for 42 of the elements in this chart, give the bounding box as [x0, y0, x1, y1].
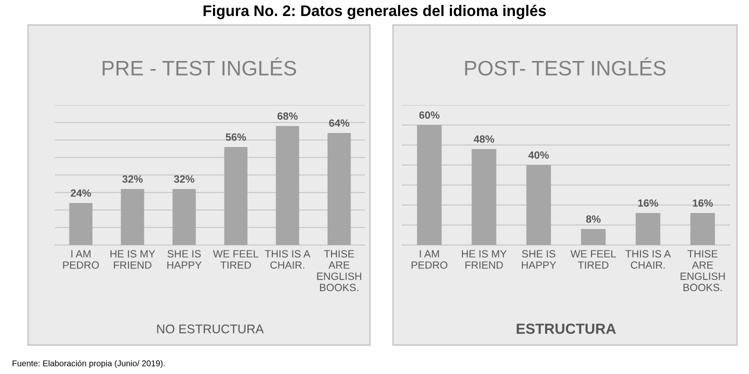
data-label: 56%	[226, 133, 246, 141]
bar	[690, 213, 715, 245]
data-label: 48%	[474, 135, 494, 143]
x-tick-label: WE FEEL TIRED	[213, 250, 258, 269]
bar	[472, 149, 496, 245]
data-label: 68%	[277, 112, 298, 120]
data-label: 32%	[174, 175, 194, 183]
bar	[636, 213, 660, 245]
x-tick-label: THISE ARE ENGLISH BOOKS.	[317, 250, 362, 292]
data-label: 60%	[419, 111, 440, 119]
data-label: 64%	[329, 119, 350, 127]
bar	[417, 125, 442, 245]
x-axis-title: NO ESTRUCTURA	[157, 324, 264, 334]
x-tick-label: HE IS MY FRIEND	[110, 250, 156, 269]
chart-title: PRE - TEST INGLÉS	[102, 57, 296, 76]
bar	[328, 133, 351, 245]
source-note: Fuente: Elaboración propia (Junio/ 2019).	[12, 360, 165, 368]
x-tick-label: THIS IS A CHAIR.	[264, 250, 310, 269]
data-label: 8%	[586, 215, 601, 223]
x-tick-label: I AM PEDRO	[63, 250, 99, 269]
data-label: 16%	[638, 199, 658, 207]
bar	[581, 229, 606, 245]
data-label: 24%	[70, 189, 91, 197]
bar	[69, 203, 92, 245]
bar	[276, 126, 300, 245]
data-label: 16%	[692, 199, 713, 207]
bar	[120, 189, 144, 245]
x-tick-label: THIS IS A CHAIR.	[625, 250, 671, 269]
x-tick-label: WE FEEL TIRED	[570, 250, 616, 269]
x-tick-label: HE IS MY FRIEND	[462, 250, 507, 269]
data-label: 40%	[528, 151, 549, 159]
x-tick-label: SHE IS HAPPY	[522, 250, 556, 269]
x-tick-label: THISE ARE ENGLISH BOOKS.	[680, 250, 725, 292]
x-tick-label: SHE IS HAPPY	[167, 250, 202, 269]
x-axis-title: ESTRUCTURA	[516, 324, 616, 334]
text: Figura No. 2: Datos generales del idioma inglés	[204, 4, 546, 20]
data-label: 32%	[122, 175, 143, 183]
x-tick-label: I AM PEDRO	[412, 250, 448, 269]
bar	[172, 189, 196, 245]
bar	[526, 165, 551, 245]
bar	[224, 147, 248, 245]
chart-title: POST- TEST INGLÉS	[465, 57, 666, 76]
